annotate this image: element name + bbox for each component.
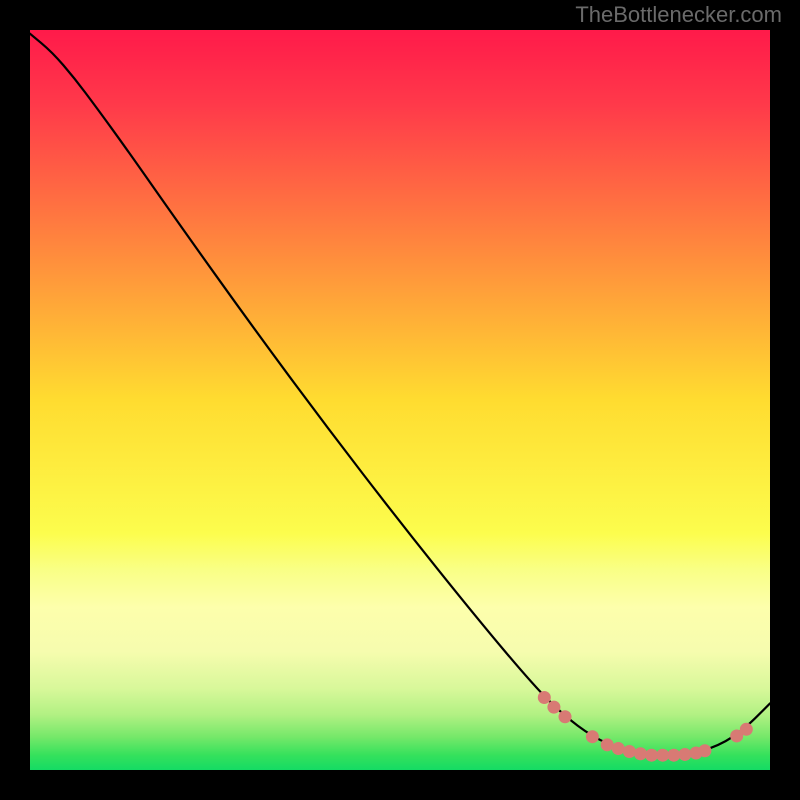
marker-dot [586, 730, 599, 743]
marker-dot [601, 738, 614, 751]
marker-dot [634, 747, 647, 760]
marker-dot [623, 745, 636, 758]
marker-dot [656, 749, 669, 762]
marker-dot [645, 749, 658, 762]
attribution-label: TheBottlenecker.com [575, 2, 782, 28]
marker-dot [559, 710, 572, 723]
marker-dot [740, 723, 753, 736]
marker-dot [698, 744, 711, 757]
chart-background [30, 30, 770, 770]
marker-dot [667, 749, 680, 762]
marker-dot [678, 748, 691, 761]
marker-dot [538, 691, 551, 704]
marker-dot [612, 742, 625, 755]
chart-container [30, 30, 770, 770]
bottleneck-chart [30, 30, 770, 770]
marker-dot [547, 701, 560, 714]
